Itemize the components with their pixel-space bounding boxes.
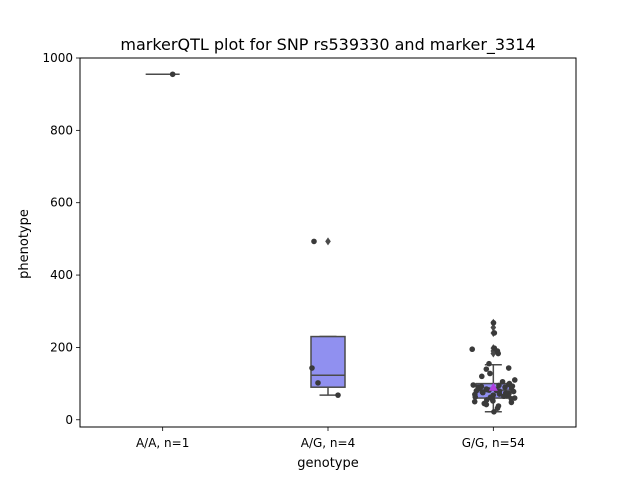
- data-point: [486, 360, 492, 367]
- outlier-marker: [325, 237, 331, 246]
- data-point: [490, 398, 496, 404]
- y-tick-label: 400: [50, 268, 73, 282]
- y-axis-label: phenotype: [17, 209, 32, 279]
- y-tick-label: 0: [65, 413, 73, 427]
- data-point: [311, 238, 317, 245]
- x-axis-label: genotype: [297, 456, 358, 471]
- data-point: [490, 320, 497, 326]
- y-tick-label: 200: [50, 340, 73, 354]
- data-point: [472, 394, 479, 400]
- data-point: [478, 373, 485, 380]
- outlier-marker: [490, 323, 497, 332]
- x-tick-label: A/A, n=1: [136, 436, 189, 450]
- data-point: [505, 365, 512, 371]
- data-point: [469, 346, 476, 353]
- data-point: [499, 378, 506, 385]
- data-point: [491, 330, 498, 336]
- x-tick-label: G/G, n=54: [462, 436, 525, 450]
- points-3: [469, 320, 518, 415]
- data-point: [487, 370, 493, 377]
- plot-area: 0 200 400 600 800 1000 A/A, n=1 A/G, n=4 G/G, n=…: [42, 51, 577, 450]
- chart-title: markerQTL plot for SNP rs539330 and mark…: [120, 35, 535, 55]
- box-iqr: [310, 335, 346, 388]
- data-point: [502, 384, 508, 391]
- data-point: [510, 388, 517, 395]
- data-point: [495, 350, 502, 357]
- data-point: [471, 398, 478, 405]
- box-2: [310, 237, 346, 396]
- data-point: [470, 382, 477, 388]
- data-point: [511, 377, 518, 383]
- data-point: [315, 380, 321, 386]
- points-1: [169, 71, 176, 78]
- plot-frame: [79, 57, 577, 428]
- x-tick-label: A/G, n=4: [301, 436, 355, 450]
- data-point: [501, 393, 507, 400]
- data-point: [496, 382, 502, 389]
- y-tick-label: 800: [50, 123, 73, 137]
- points-2: [309, 238, 341, 398]
- data-point: [169, 71, 176, 78]
- data-point: [483, 366, 490, 372]
- y-tick-label: 600: [50, 196, 73, 210]
- data-point: [491, 409, 497, 415]
- data-point: [480, 389, 486, 396]
- data-point: [496, 391, 503, 397]
- y-tick-label: 1000: [42, 51, 73, 65]
- data-point: [483, 401, 490, 408]
- data-point: [309, 365, 315, 371]
- data-point: [494, 405, 501, 411]
- mean-marker: [488, 382, 498, 391]
- data-point: [335, 392, 341, 398]
- data-point: [508, 399, 515, 406]
